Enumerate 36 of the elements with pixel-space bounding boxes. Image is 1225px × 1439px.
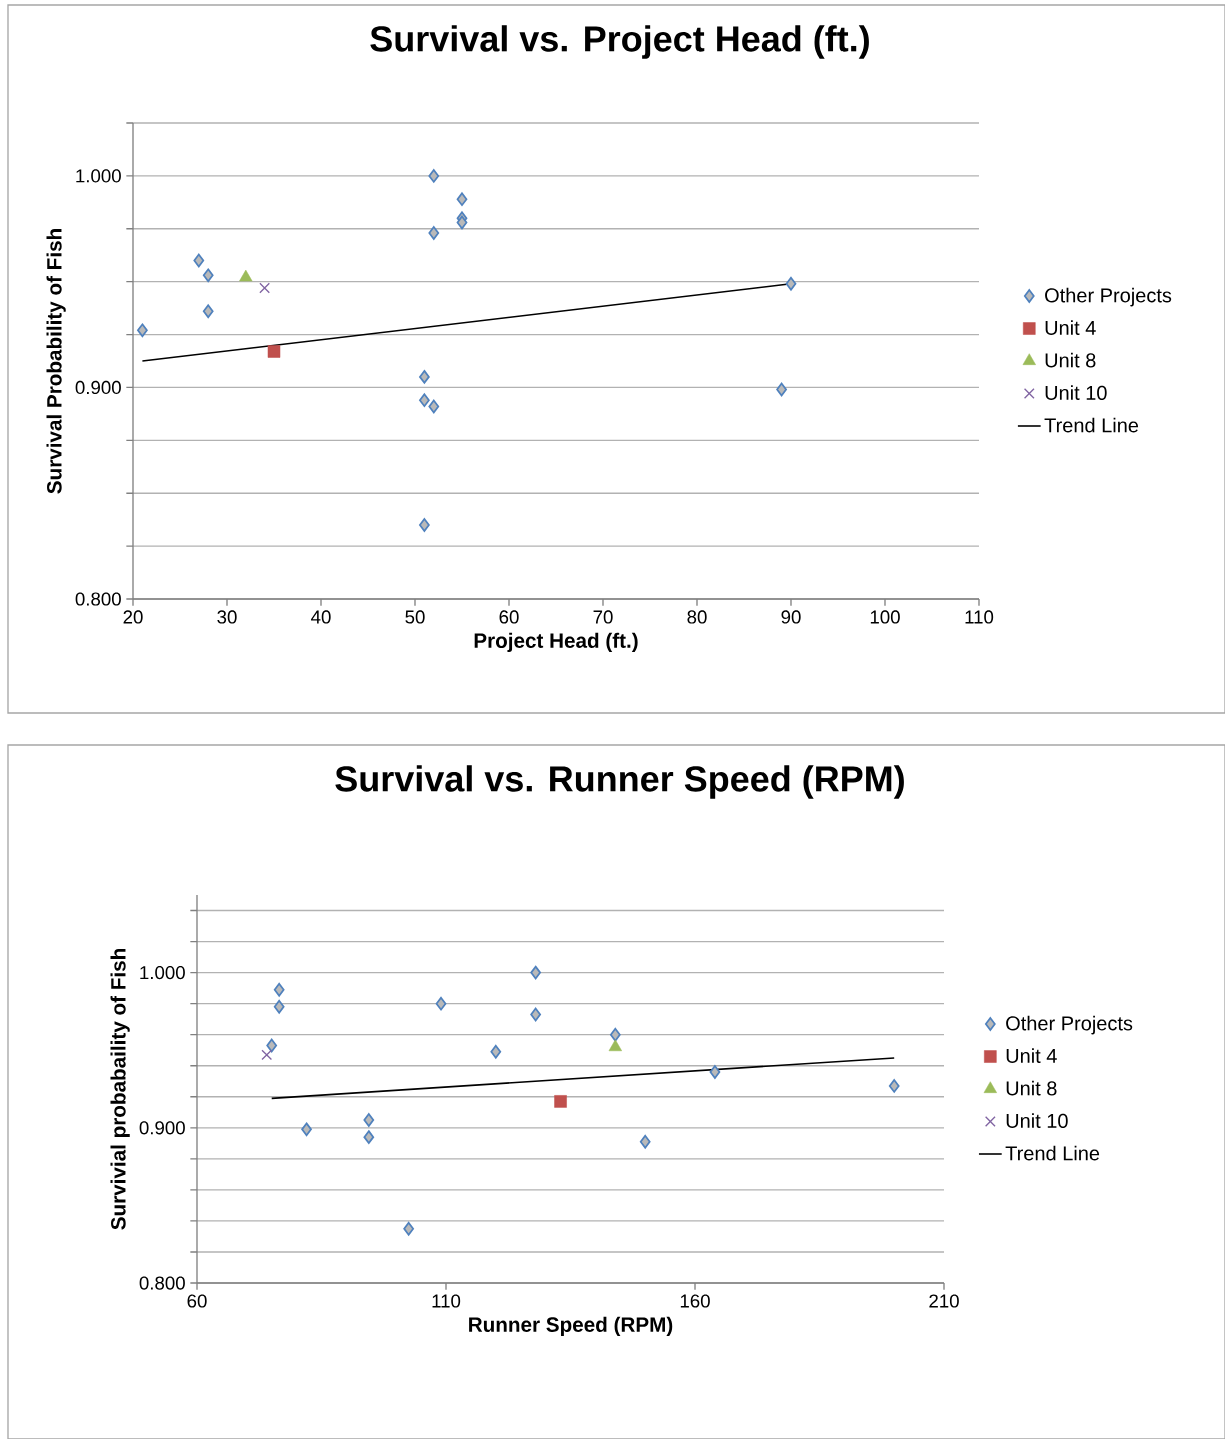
y-tick-label: 0.900	[139, 1121, 185, 1135]
legend-label: Other Projects	[1045, 287, 1172, 307]
x-tick-label: 70	[593, 610, 613, 624]
legend-label: Unit 10	[1006, 1113, 1068, 1128]
legend-label: Unit 4	[1045, 320, 1096, 335]
y-tick-label: 1.000	[140, 965, 185, 980]
chart-title: Survival vs. Runner Speed (RPM)	[335, 765, 904, 799]
x-tick-label: 160	[680, 1294, 710, 1308]
legend-label: Unit 10	[1045, 385, 1107, 400]
y-axis-title: Survivial probabaility of Fish	[110, 949, 130, 1230]
y-tick-label: 0.900	[75, 380, 121, 395]
legend-label: Other Projects	[1006, 1015, 1133, 1035]
legend-label: Trend Line	[1005, 1145, 1100, 1161]
x-tick-label: 80	[687, 610, 707, 624]
x-axis-title: Project Head (ft.)	[474, 632, 638, 653]
legend-label: Trend Line	[1044, 417, 1139, 433]
x-tick-label: 210	[929, 1294, 959, 1308]
x-tick-label: 60	[499, 610, 519, 624]
x-tick-label: 30	[217, 610, 237, 624]
x-tick-label: 110	[965, 610, 994, 624]
y-axis-title: Survival Probability of Fish	[46, 229, 66, 494]
legend-label: Unit 4	[1006, 1048, 1057, 1063]
legend-label: Unit 8	[1006, 1080, 1057, 1096]
y-tick-label: 1.000	[76, 169, 121, 183]
x-tick-label: 20	[123, 610, 143, 624]
y-tick-label: 0.800	[75, 592, 121, 606]
x-tick-label: 40	[311, 610, 331, 624]
x-tick-label: 90	[781, 610, 801, 624]
x-tick-label: 50	[405, 610, 425, 624]
x-tick-label: 100	[870, 610, 900, 624]
y-tick-label: 0.800	[139, 1276, 185, 1290]
chart-title: Survival vs. Project Head (ft.)	[370, 25, 869, 59]
x-tick-label: 110	[432, 1294, 461, 1308]
x-tick-label: 60	[187, 1294, 207, 1308]
legend-label: Unit 8	[1045, 352, 1096, 368]
x-axis-title: Runner Speed (RPM)	[469, 1316, 673, 1337]
